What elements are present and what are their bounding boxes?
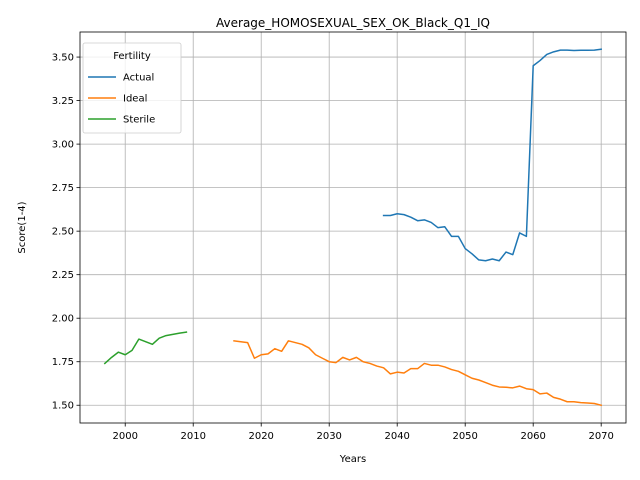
x-axis-label: Years (339, 454, 366, 465)
x-tick-label: 2070 (588, 431, 613, 442)
y-tick-label: 2.75 (52, 183, 74, 194)
legend-label-sterile: Sterile (123, 115, 155, 126)
legend-label-actual: Actual (123, 73, 154, 84)
series-line-sterile (103, 331, 188, 365)
series-line-ideal (233, 339, 603, 407)
legend: Fertility Actual Ideal Sterile (82, 42, 182, 134)
axis-ticks: 2000 2010 2020 2030 2040 2050 2060 2070 1.50 1.75… (52, 53, 614, 442)
x-tick-label: 2060 (520, 431, 545, 442)
y-tick-label: 3.25 (52, 96, 74, 107)
y-tick-label: 2.50 (52, 227, 74, 238)
x-tick-label: 2010 (180, 431, 205, 442)
legend-label-ideal: Ideal (123, 94, 147, 105)
x-tick-label: 2020 (248, 431, 273, 442)
plot-area-frame (79, 31, 627, 424)
y-tick-label: 1.50 (52, 401, 74, 412)
plot-series (103, 48, 603, 407)
grid (80, 32, 626, 423)
x-tick-label: 2030 (316, 431, 341, 442)
legend-title: Fertility (113, 51, 151, 62)
y-tick-label: 2.25 (52, 270, 74, 281)
y-tick-label: 2.00 (52, 314, 74, 325)
series-line-actual (382, 48, 603, 262)
y-tick-label: 3.00 (52, 140, 74, 151)
y-tick-label: 3.50 (52, 53, 74, 64)
legend-box (82, 42, 182, 134)
y-axis-label: Score(1-4) (17, 201, 28, 253)
y-tick-label: 1.75 (52, 357, 74, 368)
chart-title: Average_HOMOSEXUAL_SEX_OK_Black_Q1_IQ (216, 16, 490, 30)
x-tick-label: 2000 (112, 431, 137, 442)
x-tick-label: 2040 (384, 431, 409, 442)
x-tick-label: 2050 (452, 431, 477, 442)
